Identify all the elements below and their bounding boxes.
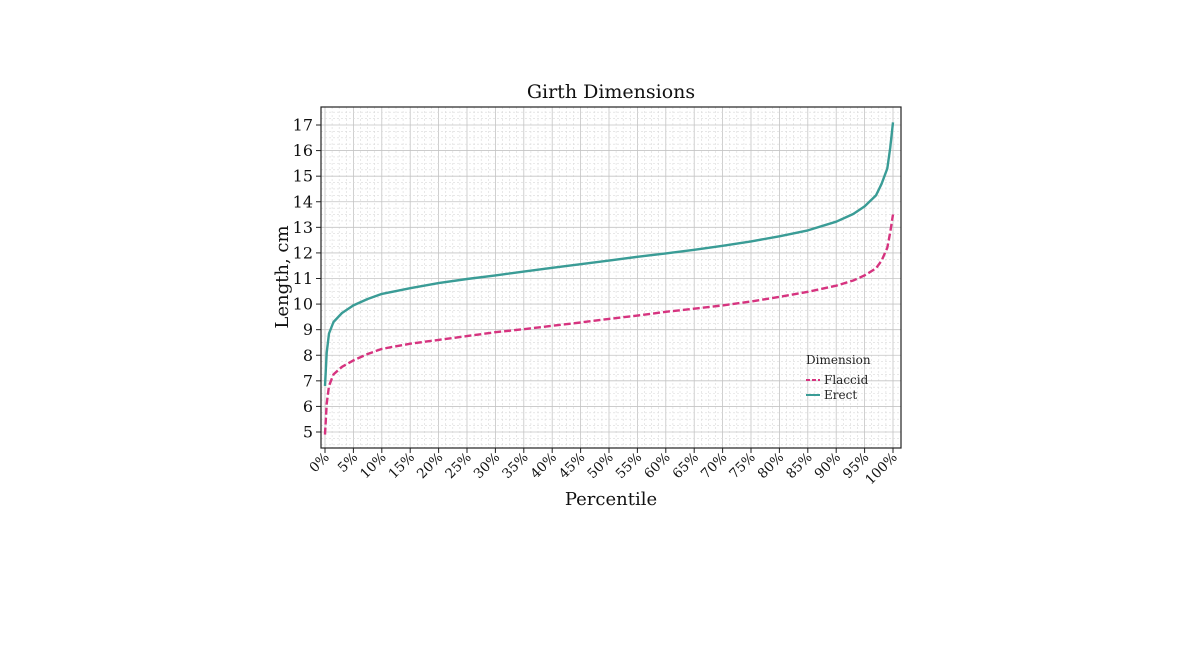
x-axis-label: Percentile (565, 489, 657, 510)
y-tick-label: 14 (293, 192, 313, 211)
x-tick-label: 85% (783, 449, 816, 482)
x-tick-label: 40% (527, 449, 560, 482)
x-tick-label: 50% (584, 449, 617, 482)
y-tick-label: 6 (303, 397, 313, 416)
x-tick-label: 80% (755, 449, 788, 482)
y-tick-label: 5 (303, 423, 313, 442)
legend-label-flaccid: Flaccid (824, 373, 869, 387)
y-tick-label: 13 (293, 218, 313, 237)
y-tick-label: 10 (293, 295, 313, 314)
x-axis-ticks: 0% 5%10%15%20%25%30%35%40%45%50%55%60%65%… (306, 448, 901, 488)
x-tick-label: 55% (613, 449, 646, 482)
x-tick-label: 15% (385, 449, 418, 482)
x-tick-label: 45% (556, 449, 589, 482)
grid (321, 107, 901, 448)
x-tick-label: 100% (862, 449, 901, 488)
x-tick-label: 30% (471, 449, 504, 482)
x-tick-label: 25% (442, 449, 475, 482)
x-tick-label: 20% (414, 449, 447, 482)
x-tick-label: 10% (357, 449, 390, 482)
series-line-erect (323, 122, 895, 386)
y-tick-label: 12 (293, 243, 313, 262)
x-tick-label: 90% (811, 449, 844, 482)
y-tick-label: 11 (293, 269, 313, 288)
y-tick-label: 8 (303, 346, 313, 365)
plot-frame (320, 106, 902, 449)
y-axis-label: Length, cm (272, 225, 293, 328)
legend-label-erect: Erect (824, 388, 857, 402)
x-tick-label: 35% (499, 449, 532, 482)
y-tick-label: 7 (303, 371, 313, 390)
y-axis-ticks: 5 6 7 8 9 10 11 12 13 14 15 16 17 (293, 116, 321, 442)
y-tick-label: 15 (293, 167, 313, 186)
series-layer (323, 122, 895, 435)
y-tick-label: 16 (293, 141, 313, 160)
x-tick-label: 75% (726, 449, 759, 482)
x-tick-label: 70% (698, 449, 731, 482)
y-tick-label: 9 (303, 320, 313, 339)
legend: Dimension Flaccid Erect (806, 353, 871, 402)
series-line-flaccid (323, 214, 895, 435)
x-tick-label: 65% (669, 449, 702, 482)
legend-title: Dimension (806, 353, 871, 367)
chart-title: Girth Dimensions (527, 81, 695, 103)
x-tick-label: 0% (306, 449, 333, 476)
y-tick-label: 17 (293, 116, 313, 135)
x-tick-label: 60% (641, 449, 674, 482)
